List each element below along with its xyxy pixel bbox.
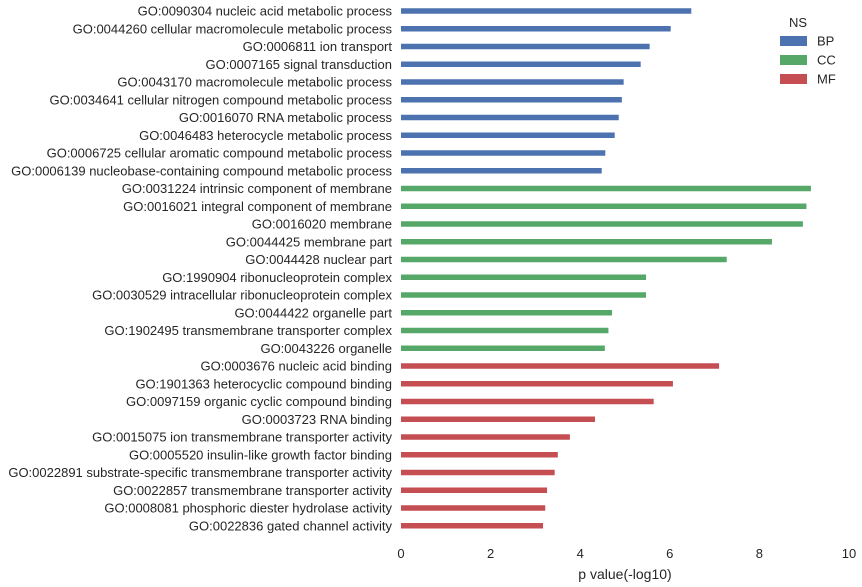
bar-2: [401, 26, 671, 32]
y-tick-label-28: GO:0022857 transmembrane transporter act…: [113, 483, 392, 498]
y-tick-label-9: GO:0006725 cellular aromatic compound me…: [47, 146, 393, 161]
bars-group: [401, 8, 811, 529]
bar-25: [401, 434, 570, 440]
legend-swatch-mf: [780, 74, 807, 84]
y-tick-label-10: GO:0006139 nucleobase-containing compoun…: [11, 163, 392, 178]
y-tick-label-24: GO:0003723 RNA binding: [242, 412, 392, 427]
y-tick-labels: GO:0090304 nucleic acid metabolic proces…: [8, 4, 392, 534]
legend-swatch-bp: [780, 36, 807, 46]
legend-items: BP CC MF: [780, 34, 836, 87]
x-axis-label: p value(-log10): [578, 566, 671, 582]
bar-30: [401, 523, 544, 529]
legend-title: NS: [789, 15, 807, 30]
legend-label-mf: MF: [817, 72, 836, 87]
y-tick-label-16: GO:1990904 ribonucleoprotein complex: [162, 270, 392, 285]
y-tick-label-25: GO:0015075 ion transmembrane transporter…: [92, 430, 392, 445]
bar-12: [401, 203, 807, 209]
y-tick-label-21: GO:0003676 nucleic acid binding: [200, 359, 392, 374]
bar-18: [401, 310, 613, 316]
bar-16: [401, 274, 647, 280]
bar-6: [401, 97, 622, 103]
bar-24: [401, 416, 595, 422]
y-tick-label-26: GO:0005520 insulin-like growth factor bi…: [129, 447, 392, 462]
bar-9: [401, 150, 606, 156]
legend-swatch-cc: [780, 55, 807, 65]
bar-8: [401, 132, 615, 138]
y-tick-label-8: GO:0046483 heterocycle metabolic process: [139, 128, 392, 143]
x-tick-label-4: 4: [577, 546, 584, 561]
bar-21: [401, 363, 720, 369]
bar-22: [401, 381, 673, 387]
x-tick-label-8: 8: [756, 546, 763, 561]
y-tick-label-7: GO:0016070 RNA metabolic process: [179, 110, 393, 125]
y-tick-label-4: GO:0007165 signal transduction: [206, 57, 392, 72]
y-tick-label-14: GO:0044425 membrane part: [226, 234, 393, 249]
y-tick-label-19: GO:1902495 transmembrane transporter com…: [104, 323, 392, 338]
y-tick-label-30: GO:0022836 gated channel activity: [189, 518, 393, 533]
y-tick-label-20: GO:0043226 organelle: [260, 341, 392, 356]
x-tick-label-0: 0: [397, 546, 404, 561]
bar-17: [401, 292, 647, 298]
x-tick-labels: 0 2 4 6 8 10: [397, 546, 856, 561]
bar-20: [401, 345, 605, 351]
y-tick-label-27: GO:0022891 substrate-specific transmembr…: [8, 465, 392, 480]
bar-28: [401, 487, 548, 493]
y-tick-label-18: GO:0044422 organelle part: [234, 305, 392, 320]
bar-15: [401, 256, 727, 263]
y-tick-label-6: GO:0034641 cellular nitrogen compound me…: [49, 92, 392, 107]
y-tick-label-23: GO:0097159 organic cyclic compound bindi…: [126, 394, 392, 409]
bar-19: [401, 327, 609, 334]
y-tick-label-11: GO:0031224 intrinsic component of membra…: [122, 181, 392, 196]
bar-3: [401, 43, 650, 50]
bar-14: [401, 239, 772, 245]
y-tick-label-22: GO:1901363 heterocyclic compound binding: [135, 376, 392, 391]
bar-23: [401, 398, 654, 405]
y-tick-label-1: GO:0090304 nucleic acid metabolic proces…: [138, 4, 393, 19]
bar-26: [401, 452, 558, 458]
x-tick-label-6: 6: [666, 546, 673, 561]
y-tick-label-12: GO:0016021 integral component of membran…: [123, 199, 392, 214]
x-tick-label-10: 10: [842, 546, 856, 561]
bar-7: [401, 114, 619, 121]
bar-5: [401, 79, 624, 85]
bar-29: [401, 505, 546, 511]
y-tick-label-29: GO:0008081 phosphoric diester hydrolase …: [104, 501, 392, 516]
bar-10: [401, 168, 602, 174]
bar-4: [401, 61, 641, 67]
y-tick-label-3: GO:0006811 ion transport: [243, 39, 393, 54]
x-tick-label-2: 2: [487, 546, 494, 561]
bar-13: [401, 221, 803, 227]
y-tick-label-2: GO:0044260 cellular macromolecule metabo…: [73, 21, 393, 36]
legend: NS BP CC MF: [780, 15, 836, 87]
y-tick-label-5: GO:0043170 macromolecule metabolic proce…: [117, 75, 392, 90]
bar-27: [401, 469, 555, 476]
y-tick-label-15: GO:0044428 nuclear part: [245, 252, 392, 267]
bar-11: [401, 185, 811, 192]
y-tick-label-17: GO:0030529 intracellular ribonucleoprote…: [92, 288, 392, 303]
legend-label-bp: BP: [817, 34, 834, 49]
y-tick-label-13: GO:0016020 membrane: [252, 217, 392, 232]
bar-1: [401, 8, 692, 14]
legend-label-cc: CC: [817, 53, 836, 68]
